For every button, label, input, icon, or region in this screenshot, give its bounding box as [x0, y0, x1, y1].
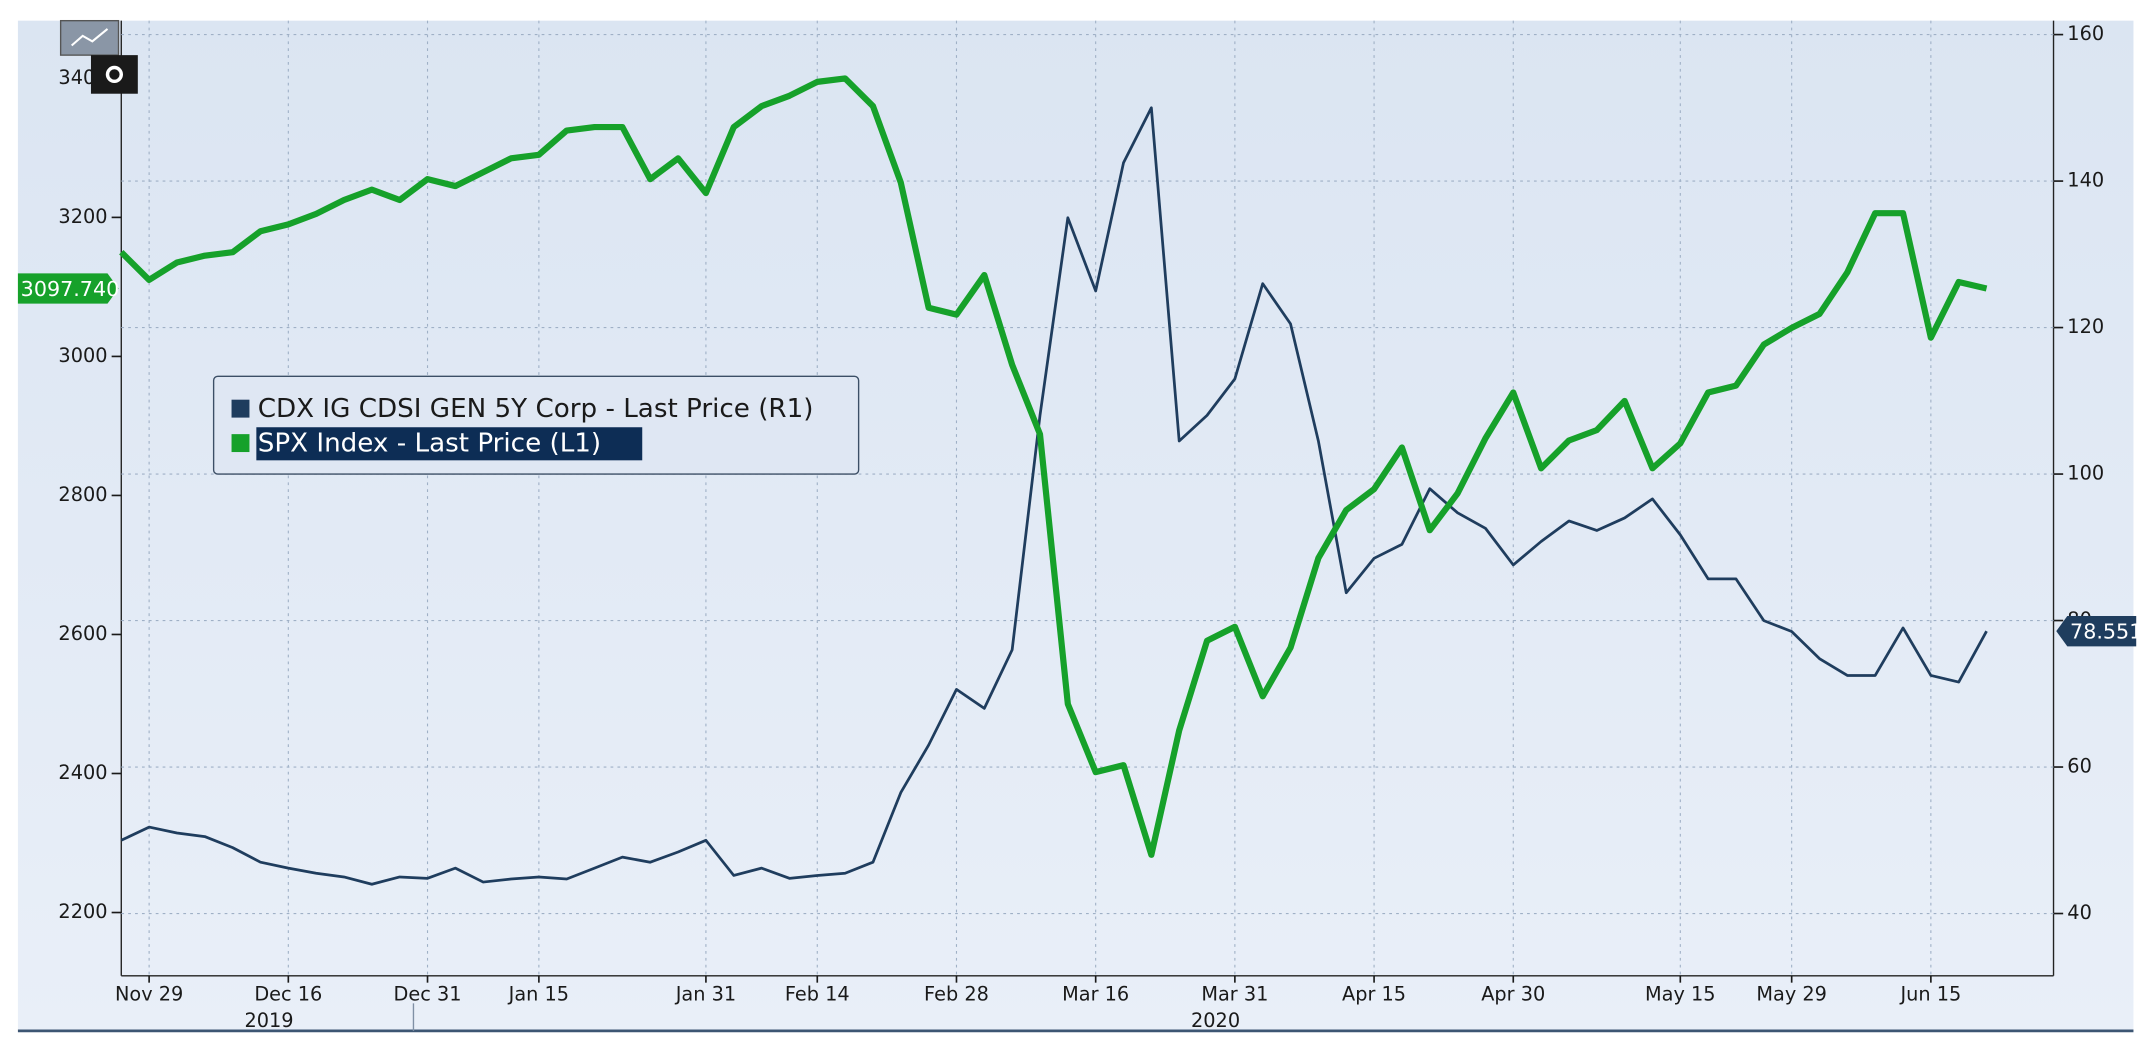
settings-button[interactable]: [90, 55, 138, 94]
settings-icon: [105, 65, 124, 84]
y2-tick-label: 160: [2067, 22, 2104, 45]
x-tick-label: Feb 28: [924, 983, 989, 1006]
y2-tick-label: 140: [2067, 169, 2104, 192]
x-tick-label: Jan 15: [508, 983, 569, 1006]
x-year-label: 2020: [1191, 1009, 1240, 1032]
legend-label: SPX Index - Last Price (L1): [258, 428, 601, 458]
x-tick-label: Jun 15: [1899, 983, 1961, 1006]
chart-background: [17, 20, 2134, 1031]
x-tick-label: Apr 30: [1481, 983, 1545, 1006]
legend-selection: [256, 427, 643, 461]
y2-tick-label: 100: [2067, 462, 2104, 485]
y-tick-label: 2400: [58, 761, 107, 784]
x-tick-label: Nov 29: [115, 983, 183, 1006]
x-tick-label: Mar 31: [1201, 983, 1268, 1006]
x-tick-label: Mar 16: [1062, 983, 1129, 1006]
y-tick-label: 2800: [58, 483, 107, 506]
y-tick-label: 3200: [58, 205, 107, 228]
legend-swatch: [231, 399, 250, 418]
y-tick-label: 3000: [58, 344, 107, 367]
chart-icon-button[interactable]: [59, 19, 120, 56]
last-value-label: 78.551: [2070, 620, 2142, 644]
last-value-label: 3097.740: [21, 277, 120, 301]
series-line: [120, 106, 1988, 886]
legend-label: CDX IG CDSI GEN 5Y Corp - Last Price (R1…: [258, 394, 814, 424]
x-tick-label: May 15: [1645, 983, 1716, 1006]
y-tick-label: 2600: [58, 622, 107, 645]
legend: CDX IG CDSI GEN 5Y Corp - Last Price (R1…: [212, 375, 860, 475]
y2-tick-label: 40: [2067, 901, 2092, 924]
x-tick-label: Dec 16: [254, 983, 322, 1006]
y2-tick-label: 60: [2067, 755, 2092, 778]
y2-tick-label: 120: [2067, 315, 2104, 338]
x-tick-label: Jan 31: [675, 983, 736, 1006]
x-tick-label: Feb 14: [785, 983, 850, 1006]
x-tick-label: May 29: [1756, 983, 1827, 1006]
x-year-label: 2019: [244, 1009, 293, 1032]
toolbar[interactable]: [59, 19, 138, 94]
y-tick-label: 2200: [58, 900, 107, 923]
legend-swatch: [231, 434, 250, 453]
chart-icon: [70, 28, 109, 47]
x-tick-label: Apr 15: [1342, 983, 1406, 1006]
x-tick-label: Dec 31: [394, 983, 462, 1006]
series-line: [119, 75, 1988, 858]
last-value-tag: [17, 273, 119, 304]
last-value-tag: [2056, 615, 2137, 647]
